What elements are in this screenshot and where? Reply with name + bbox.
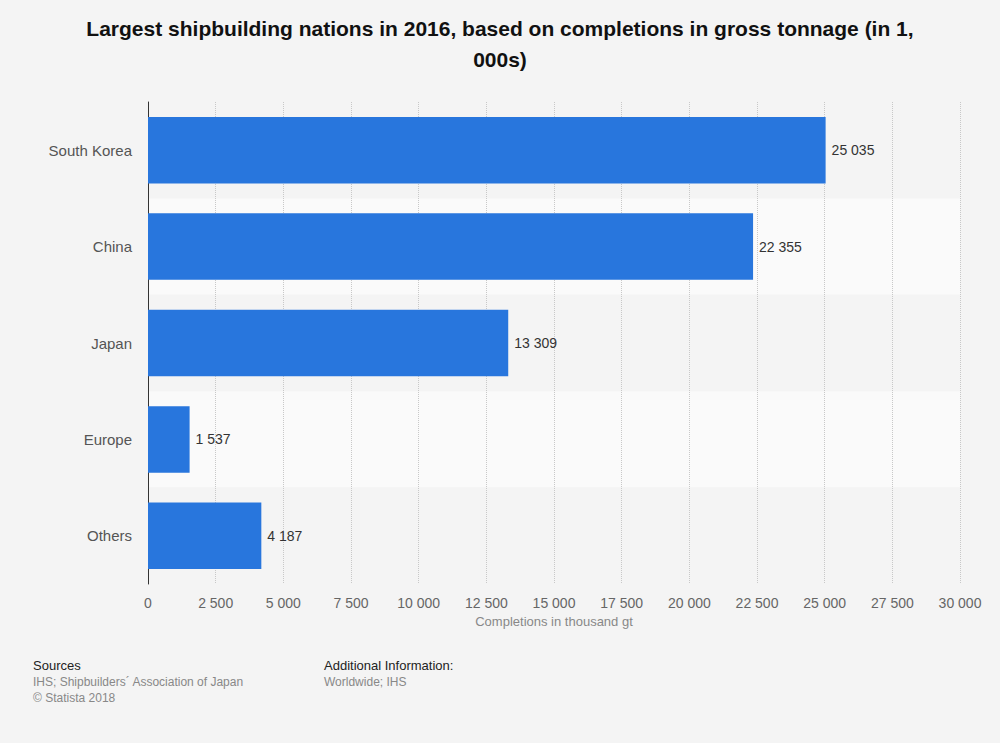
svg-text:1 537: 1 537 [196,431,231,447]
svg-text:Largest shipbuilding nations i: Largest shipbuilding nations in 2016, ba… [86,17,913,40]
svg-text:South Korea: South Korea [49,142,133,159]
svg-text:2 500: 2 500 [198,595,233,611]
svg-text:4 187: 4 187 [267,528,302,544]
svg-text:17 500: 17 500 [600,595,643,611]
svg-text:13 309: 13 309 [514,335,557,351]
svg-text:Europe: Europe [84,431,132,448]
svg-text:12 500: 12 500 [465,595,508,611]
svg-text:25 000: 25 000 [803,595,846,611]
svg-text:27 500: 27 500 [871,595,914,611]
svg-text:© Statista 2018: © Statista 2018 [33,691,116,705]
svg-text:Sources: Sources [33,658,81,673]
svg-text:5 000: 5 000 [266,595,301,611]
svg-text:Others: Others [87,527,132,544]
svg-text:IHS; Shipbuilders´ Association: IHS; Shipbuilders´ Association of Japan [33,675,243,689]
svg-text:10 000: 10 000 [397,595,440,611]
svg-text:7 500: 7 500 [333,595,368,611]
svg-text:15 000: 15 000 [533,595,576,611]
svg-text:0: 0 [144,595,152,611]
svg-text:000s): 000s) [473,48,527,71]
svg-text:Completions in thousand gt: Completions in thousand gt [475,614,633,629]
svg-text:30 000: 30 000 [939,595,982,611]
svg-text:Additional Information:: Additional Information: [324,658,453,673]
svg-text:22 500: 22 500 [736,595,779,611]
svg-text:China: China [93,238,133,255]
svg-text:22 355: 22 355 [759,239,802,255]
svg-text:25 035: 25 035 [832,142,875,158]
svg-text:Japan: Japan [91,335,132,352]
svg-text:Worldwide; IHS: Worldwide; IHS [324,675,406,689]
svg-text:20 000: 20 000 [668,595,711,611]
